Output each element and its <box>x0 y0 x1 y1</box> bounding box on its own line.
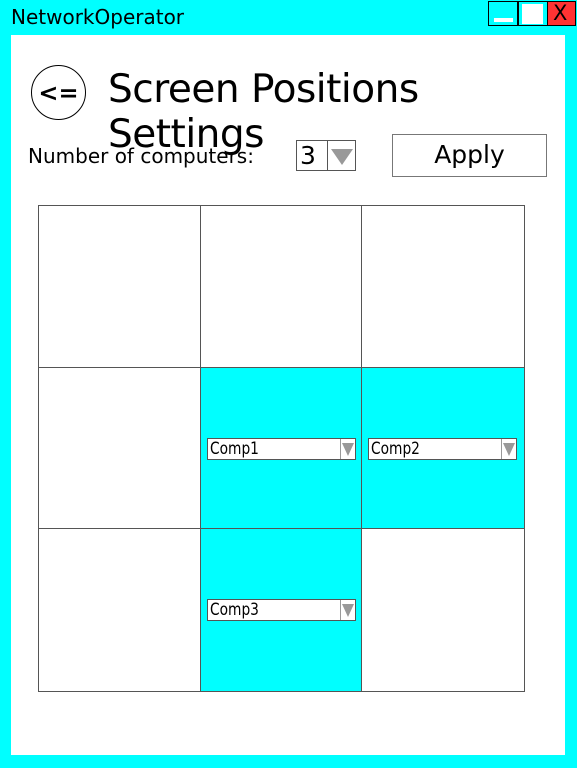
computer-select-value: Comp2 <box>371 438 421 459</box>
window-content: <= Screen Positions Settings Number of c… <box>11 35 565 755</box>
grid-cell[interactable] <box>200 206 363 368</box>
dropdown-arrow-button[interactable] <box>501 438 517 459</box>
window-title: NetworkOperator <box>11 5 185 29</box>
computer-select[interactable]: Comp2 <box>368 437 518 460</box>
close-icon: X <box>553 1 568 25</box>
grid-cell[interactable]: Comp2 <box>362 367 524 530</box>
grid-cell[interactable] <box>362 529 524 691</box>
grid-cell[interactable] <box>362 206 524 368</box>
maximize-icon <box>522 4 543 24</box>
apply-button[interactable]: Apply <box>392 134 547 177</box>
dropdown-arrow-button[interactable] <box>339 438 355 459</box>
back-button[interactable]: <= <box>31 65 86 120</box>
computer-count-select[interactable]: 3 <box>296 140 356 171</box>
computer-count-label: Number of computers: <box>28 144 254 168</box>
computer-select-value: Comp3 <box>209 600 259 621</box>
page-title: Screen Positions Settings <box>108 67 419 157</box>
chevron-down-icon <box>341 604 354 618</box>
title-bar: NetworkOperator X <box>0 0 577 35</box>
grid-cell[interactable] <box>39 367 201 530</box>
grid-cell[interactable] <box>39 529 201 691</box>
minimize-icon <box>494 18 513 22</box>
maximize-button[interactable] <box>518 1 548 26</box>
dropdown-arrow-button[interactable] <box>327 141 355 170</box>
computer-select[interactable]: Comp3 <box>206 599 356 622</box>
chevron-down-icon <box>341 442 354 456</box>
screen-position-grid: Comp1 Comp2 Comp3 <box>38 205 525 692</box>
chevron-down-icon <box>331 149 353 165</box>
chevron-down-icon <box>503 442 516 456</box>
grid-cell[interactable] <box>39 206 201 368</box>
minimize-button[interactable] <box>488 1 518 26</box>
close-button[interactable]: X <box>547 1 576 26</box>
grid-cell[interactable]: Comp1 <box>200 367 363 530</box>
computer-count-value: 3 <box>300 141 316 170</box>
computer-select-value: Comp1 <box>209 438 259 459</box>
computer-select[interactable]: Comp1 <box>206 437 356 460</box>
grid-cell[interactable]: Comp3 <box>200 529 363 691</box>
dropdown-arrow-button[interactable] <box>339 600 355 621</box>
